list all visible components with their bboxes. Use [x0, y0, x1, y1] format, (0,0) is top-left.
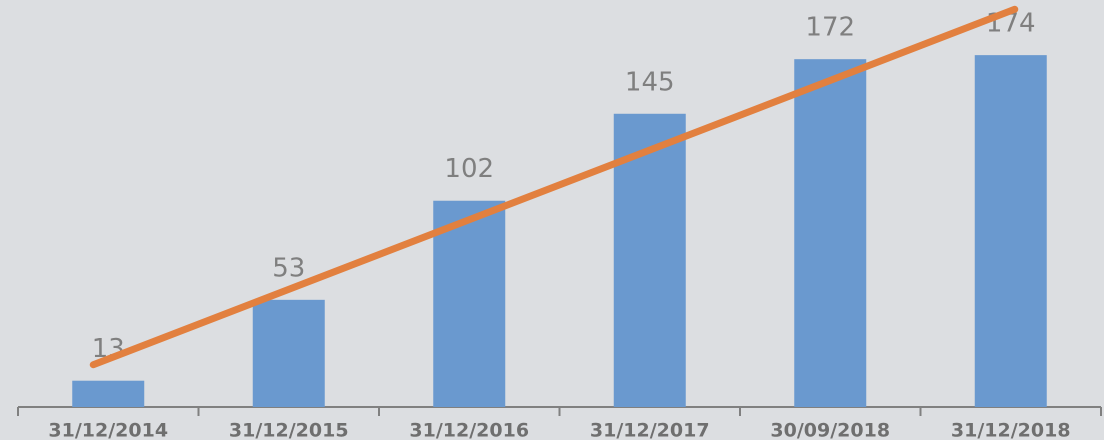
data-label: 145	[625, 67, 675, 97]
x-tick-label: 31/12/2014	[48, 420, 168, 440]
x-tick-label: 31/12/2016	[409, 420, 529, 440]
bar	[974, 55, 1047, 408]
trendline	[89, 5, 1019, 369]
bar	[433, 200, 506, 407]
bar	[72, 380, 145, 407]
data-label: 53	[272, 253, 305, 283]
x-tick-label: 31/12/2018	[951, 420, 1071, 440]
x-tick-label: 31/12/2017	[590, 420, 710, 440]
bar	[794, 59, 867, 408]
data-label: 102	[444, 154, 494, 184]
data-label: 172	[805, 13, 855, 43]
x-tick-label: 31/12/2015	[229, 420, 349, 440]
x-tick-label: 30/09/2018	[770, 420, 890, 440]
bar	[252, 299, 325, 407]
